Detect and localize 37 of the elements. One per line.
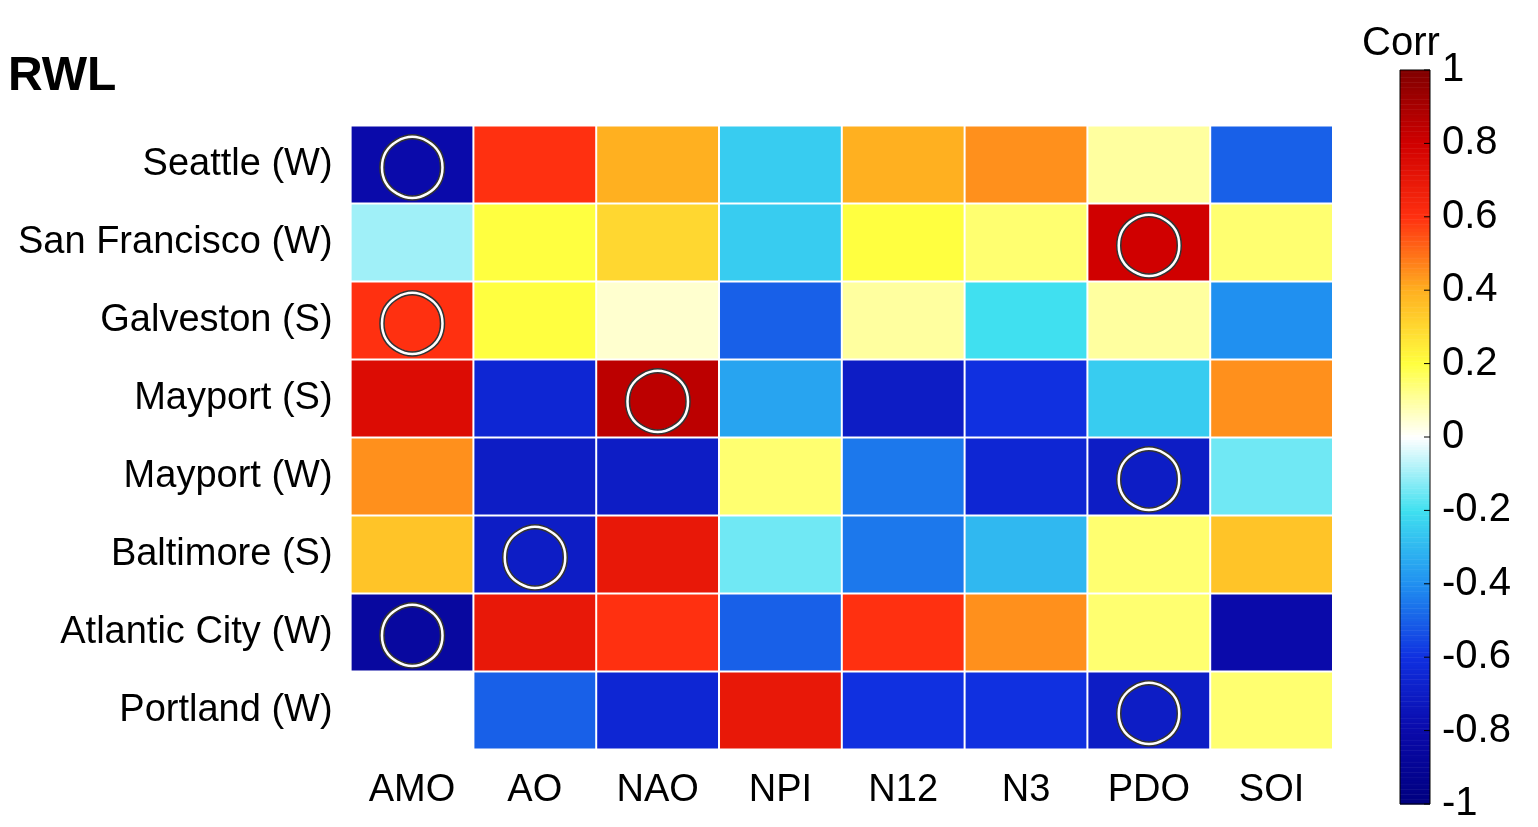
y-tick-label: Baltimore (S) <box>110 530 333 573</box>
x-tick-label: N3 <box>1001 766 1051 809</box>
color-bar-label: 0.8 <box>1442 118 1498 163</box>
color-bar-label: -0.2 <box>1442 485 1511 530</box>
data-label: ◯ <box>621 359 694 435</box>
data-label: ◯ <box>376 125 448 201</box>
color-bar-label: -0.4 <box>1442 558 1511 603</box>
color-bar-label: -0.8 <box>1442 705 1511 750</box>
data-label: ◯ <box>376 281 448 357</box>
data-label: ◯ <box>499 515 571 591</box>
color-bar-label: 1 <box>1442 45 1465 90</box>
color-bar-title: Corr <box>1362 19 1440 64</box>
y-tick-label: Seattle (W) <box>142 141 333 184</box>
color-bar-label: -0.6 <box>1442 632 1511 677</box>
y-tick-label: Portland (W) <box>119 686 333 729</box>
data-label: ◯ <box>1112 437 1185 513</box>
chart-title: RWL <box>8 47 117 101</box>
y-tick-label: Galveston (S) <box>100 297 333 340</box>
y-tick-label: Atlantic City (W) <box>60 608 333 651</box>
data-label: ◯ <box>1112 203 1185 279</box>
x-tick-label: NPI <box>748 766 813 809</box>
x-tick-label: N12 <box>868 766 939 809</box>
data-label: ◯ <box>1112 671 1185 747</box>
color-bar-label: 0.4 <box>1442 265 1498 310</box>
x-tick-label: NAO <box>616 766 699 809</box>
x-tick-label: PDO <box>1107 766 1190 809</box>
color-bar-label: -1 <box>1442 779 1478 824</box>
color-bar-label: 0.2 <box>1442 338 1498 383</box>
color-bar-label: 0 <box>1442 412 1465 457</box>
x-tick-label: AMO <box>368 766 456 809</box>
color-bar-label: 0.6 <box>1442 191 1498 236</box>
x-tick-label: SOI <box>1238 766 1305 809</box>
data-label: ◯ <box>376 593 448 669</box>
x-tick-label: AO <box>507 766 563 809</box>
y-tick-label: Mayport (S) <box>134 375 333 417</box>
y-tick-label: San Francisco (W) <box>17 219 333 262</box>
y-tick-label: Mayport (W) <box>123 452 333 495</box>
